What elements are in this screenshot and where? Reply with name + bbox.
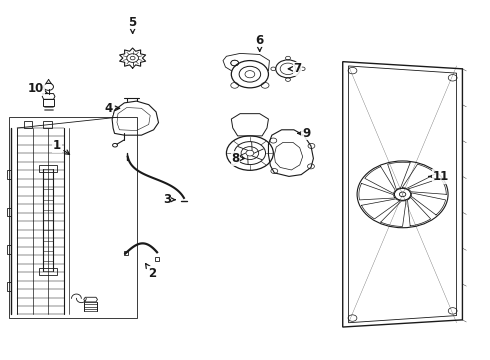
Text: 1: 1 bbox=[53, 139, 70, 154]
Text: 4: 4 bbox=[104, 102, 120, 115]
Text: 3: 3 bbox=[163, 193, 175, 206]
Text: 10: 10 bbox=[28, 82, 48, 95]
Text: 9: 9 bbox=[298, 127, 310, 140]
Text: 11: 11 bbox=[429, 170, 448, 183]
Text: 7: 7 bbox=[288, 62, 302, 75]
Text: 2: 2 bbox=[146, 264, 156, 280]
Text: 6: 6 bbox=[255, 33, 264, 51]
Text: 5: 5 bbox=[128, 16, 137, 33]
Text: 8: 8 bbox=[231, 152, 244, 165]
